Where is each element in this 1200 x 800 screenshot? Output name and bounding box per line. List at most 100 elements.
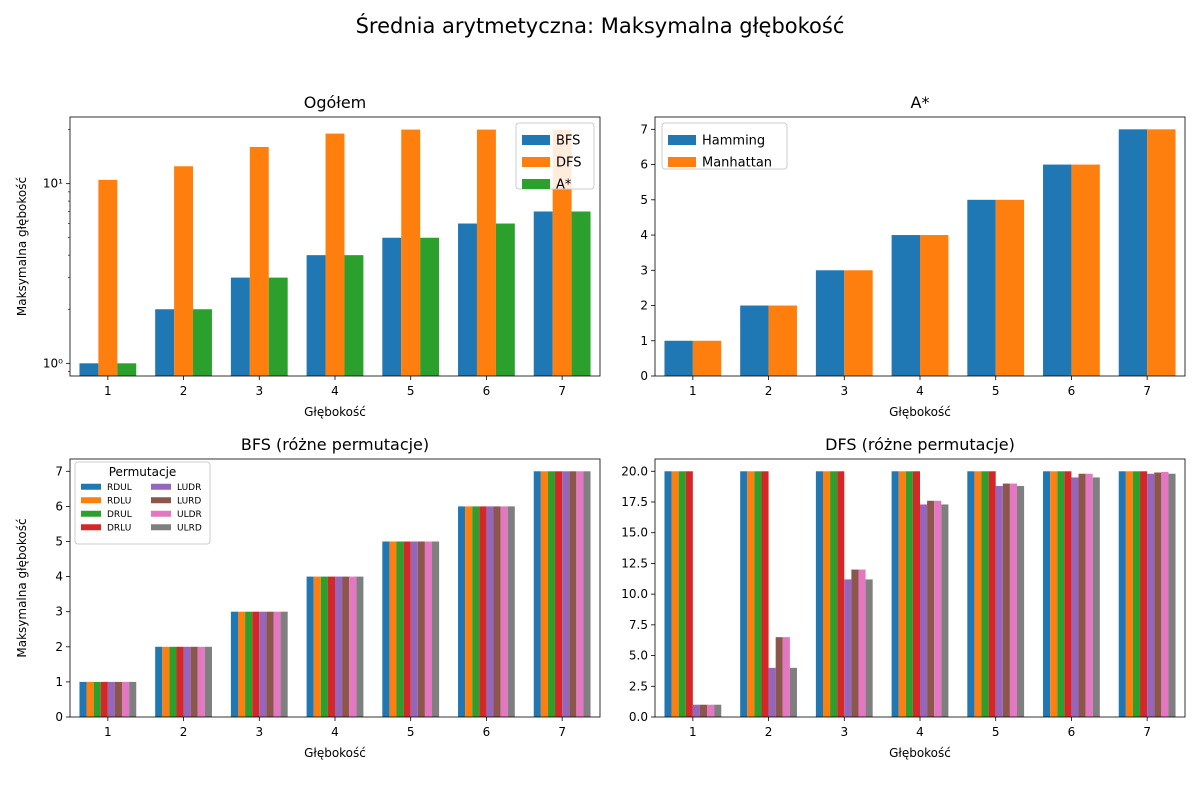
bfs-bar-drul-6 — [472, 506, 480, 717]
ogolem-title: Ogółem — [304, 93, 367, 112]
bfs-legend-box — [74, 461, 211, 545]
ogolem-bar-bfs-6 — [458, 223, 477, 376]
bfs-bar-ludr-1 — [107, 681, 115, 717]
dfs-x-tick-label: 5 — [992, 725, 1000, 739]
astar-x-tick-label: 4 — [916, 384, 924, 398]
bfs-legend-label-ulrd: ULRD — [177, 523, 202, 533]
dfs-bar-uldr-1 — [707, 704, 715, 717]
bfs-bar-rdul-4 — [306, 576, 314, 717]
dfs-bar-lurd-3 — [851, 569, 859, 717]
bfs-bar-drlu-7 — [555, 471, 563, 717]
astar-bar-manhattan-6 — [1071, 164, 1100, 376]
ogolem-x-tick-label: 4 — [331, 384, 339, 398]
bfs-bar-uldr-7 — [576, 471, 584, 717]
bfs-bar-ulrd-6 — [507, 506, 515, 717]
ogolem-bar-a-7 — [571, 211, 591, 376]
bfs-bar-ulrd-7 — [583, 471, 591, 717]
dfs-bar-ulrd-3 — [865, 579, 873, 717]
astar-bar-manhattan-2 — [768, 305, 797, 376]
dfs-bar-uldr-7 — [1161, 471, 1169, 717]
dfs-bar-rdlu-5 — [974, 471, 982, 717]
bfs-x-tick-label: 4 — [331, 725, 339, 739]
bfs-legend-swatch-ulrd — [151, 524, 171, 531]
bfs-bar-uldr-3 — [273, 611, 281, 717]
ogolem-legend-label-a: A* — [556, 178, 572, 193]
astar-legend-swatch-hamming — [668, 135, 696, 145]
bfs-legend-swatch-ludr — [151, 483, 171, 490]
bfs-bar-ludr-4 — [335, 576, 343, 717]
bfs-bar-lurd-6 — [493, 506, 501, 717]
astar-bar-manhattan-5 — [995, 199, 1025, 376]
astar-y-tick-label: 7 — [640, 122, 648, 136]
bfs-bar-drul-5 — [396, 541, 404, 717]
bfs-legend-label-lurd: LURD — [177, 496, 201, 506]
dfs-bar-ulrd-2 — [789, 667, 797, 717]
bfs-x-tick-label: 3 — [255, 725, 263, 739]
dfs-bar-ulrd-4 — [941, 504, 949, 717]
astar-y-tick-label: 2 — [640, 299, 648, 313]
dfs-bar-drul-7 — [1132, 471, 1141, 717]
dfs-x-tick-label: 7 — [1143, 725, 1151, 739]
dfs-bar-lurd-4 — [927, 500, 935, 717]
bfs-x-tick-label: 2 — [180, 725, 188, 739]
dfs-x-tick-label: 1 — [689, 725, 697, 739]
dfs-bar-ulrd-7 — [1168, 473, 1176, 717]
bfs-bar-lurd-4 — [342, 576, 350, 717]
dfs-x-tick-label: 3 — [840, 725, 848, 739]
astar-bar-hamming-3 — [815, 270, 845, 376]
dfs-bar-uldr-3 — [858, 569, 866, 717]
ogolem-bar-dfs-4 — [325, 133, 345, 376]
bfs-bar-drul-1 — [93, 681, 101, 717]
bfs-legend-label-drlu: DRLU — [107, 523, 131, 533]
ogolem-bar-bfs-1 — [79, 363, 99, 376]
bfs-bar-ludr-7 — [562, 471, 570, 717]
dfs-bar-ulrd-1 — [714, 704, 722, 717]
astar-bar-manhattan-1 — [692, 340, 722, 376]
astar-bar-manhattan-7 — [1147, 129, 1176, 376]
astar-x-tick-label: 3 — [840, 384, 848, 398]
bfs-bar-lurd-1 — [114, 681, 123, 717]
bfs-x-tick-label: 5 — [407, 725, 415, 739]
bfs-bar-drlu-6 — [479, 506, 487, 717]
bfs-bar-ulrd-5 — [432, 541, 440, 717]
ogolem-x-tick-label: 7 — [558, 384, 566, 398]
dfs-y-tick-label: 5.0 — [629, 649, 648, 663]
bfs-bar-rdlu-6 — [465, 506, 473, 717]
dfs-x-tick-label: 6 — [1068, 725, 1076, 739]
bfs-legend-label-rdlu: RDLU — [107, 496, 131, 506]
ogolem-bar-dfs-7 — [552, 129, 572, 376]
bfs-legend-swatch-uldr — [151, 510, 171, 517]
bfs-bar-ludr-2 — [183, 646, 191, 717]
dfs-bar-rdlu-1 — [671, 471, 679, 717]
bfs-bar-drul-3 — [245, 611, 253, 717]
dfs-bar-ulrd-5 — [1017, 486, 1025, 717]
dfs-bar-rdul-1 — [664, 471, 672, 717]
dfs-bar-ludr-7 — [1147, 473, 1155, 717]
astar-bar-hamming-4 — [891, 235, 920, 376]
dfs-bar-uldr-5 — [1009, 483, 1018, 717]
bfs-bar-rdlu-3 — [237, 611, 246, 717]
bfs-bar-lurd-2 — [190, 646, 198, 717]
bfs-bar-drlu-5 — [403, 541, 411, 717]
bfs-bar-uldr-4 — [349, 576, 357, 717]
bfs-bar-drul-2 — [169, 646, 177, 717]
dfs-y-tick-label: 20.0 — [621, 464, 648, 478]
ogolem-bar-dfs-5 — [401, 129, 421, 376]
dfs-bar-rdul-4 — [891, 471, 899, 717]
ogolem-bar-a-5 — [420, 237, 440, 376]
bfs-bar-rdul-2 — [155, 646, 163, 717]
bfs-title: BFS (różne permutacje) — [241, 435, 429, 454]
dfs-y-tick-label: 0.0 — [629, 710, 648, 724]
astar-x-tick-label: 6 — [1068, 384, 1076, 398]
bfs-legend-swatch-rdlu — [81, 497, 101, 504]
bfs-y-tick-label: 2 — [55, 640, 63, 654]
ogolem-legend-label-dfs: DFS — [556, 156, 582, 171]
dfs-bar-rdlu-4 — [898, 471, 906, 717]
dfs-bar-rdul-3 — [815, 471, 823, 717]
ogolem-bar-a-4 — [344, 255, 364, 376]
bfs-legend-label-uldr: ULDR — [177, 510, 202, 520]
astar-y-tick-label: 0 — [640, 369, 648, 383]
bfs-bar-rdul-6 — [458, 506, 466, 717]
astar-y-tick-label: 1 — [640, 334, 648, 348]
